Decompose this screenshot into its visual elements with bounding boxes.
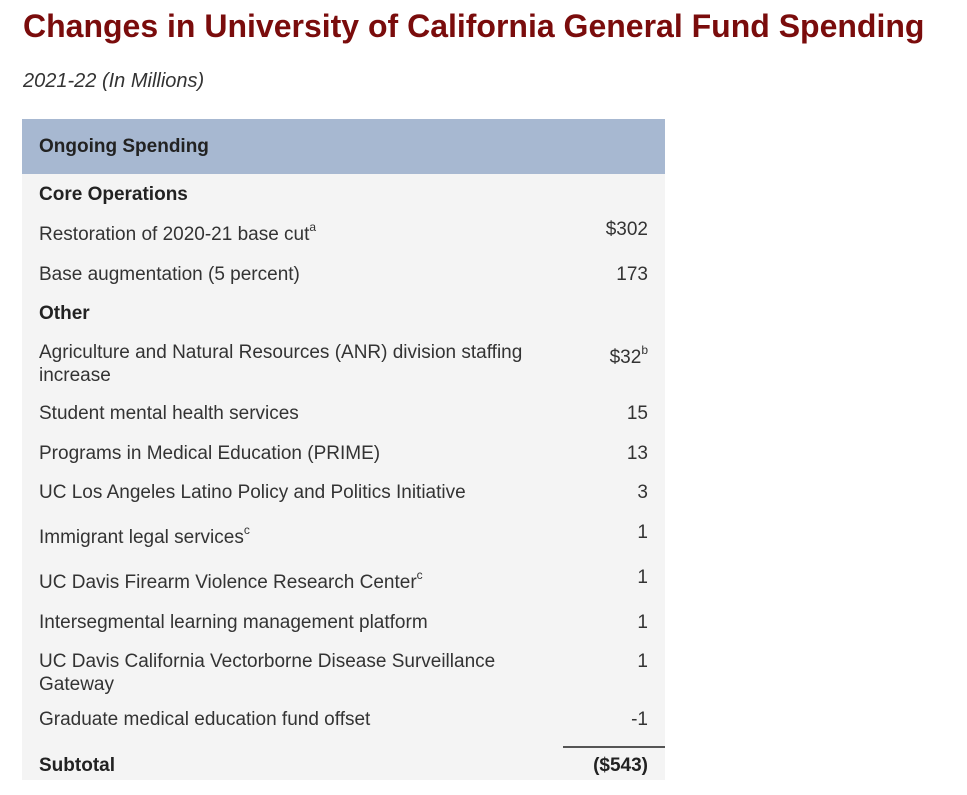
subtotal-value: ($543) (593, 755, 648, 776)
table-row: UC Los Angeles Latino Policy and Politic… (22, 478, 665, 518)
row-value: -1 (631, 709, 648, 730)
row-label: Immigrant legal servicesc (39, 522, 250, 548)
table-row: Graduate medical education fund offset -… (22, 708, 665, 746)
row-label: UC Davis California Vectorborne Disease … (39, 651, 496, 695)
table-row: Immigrant legal servicesc 1 (22, 518, 665, 563)
footnote-marker: b (641, 342, 648, 357)
footnote-marker: c (243, 522, 250, 537)
row-value: $302 (605, 219, 648, 240)
row-value: 173 (616, 264, 648, 285)
table-row: Base augmentation (5 percent) 173 (22, 259, 665, 299)
table-row: Programs in Medical Education (PRIME) 13 (22, 438, 665, 478)
table-row: UC Davis California Vectorborne Disease … (22, 646, 665, 708)
row-label: Intersegmental learning management platf… (39, 612, 428, 633)
footnote-marker: a (309, 219, 317, 234)
section-row-core-operations: Core Operations (22, 174, 665, 214)
row-value: 3 (637, 482, 648, 503)
subtotal-label: Subtotal (39, 755, 115, 776)
footnote-marker: c (416, 567, 423, 582)
row-label: Graduate medical education fund offset (39, 709, 371, 730)
row-label: Agriculture and Natural Resources (ANR) … (39, 342, 523, 386)
subtotal-row: Subtotal ($543) (22, 746, 665, 780)
row-label: Programs in Medical Education (PRIME) (39, 443, 381, 464)
row-label: Student mental health services (39, 403, 299, 424)
section-row-other: Other (22, 299, 665, 337)
table-row: Student mental health services 15 (22, 398, 665, 438)
row-value: 1 (637, 522, 648, 543)
row-label: UC Los Angeles Latino Policy and Politic… (39, 482, 466, 503)
table-row: Intersegmental learning management platf… (22, 608, 665, 646)
row-value: 1 (637, 567, 648, 588)
row-label: Restoration of 2020-21 base cuta (39, 219, 317, 245)
spending-table: Ongoing Spending Core Operations Restora… (22, 119, 665, 780)
row-value: 13 (626, 443, 648, 464)
row-label: UC Davis Firearm Violence Research Cente… (39, 567, 423, 593)
subtotal-divider (563, 746, 665, 748)
page-subtitle: 2021-22 (In Millions) (23, 70, 205, 92)
table-header: Ongoing Spending (22, 119, 665, 174)
page-title: Changes in University of California Gene… (23, 8, 925, 44)
section-label: Core Operations (39, 184, 188, 205)
table-row: Agriculture and Natural Resources (ANR) … (22, 337, 665, 398)
row-value: $32b (609, 342, 648, 368)
section-label: Other (39, 303, 90, 324)
row-label: Base augmentation (5 percent) (39, 264, 300, 285)
row-value: 1 (637, 651, 648, 672)
table-row: Restoration of 2020-21 base cuta $302 (22, 214, 665, 259)
row-value: 1 (637, 612, 648, 633)
row-value: 15 (626, 403, 648, 424)
table-row: UC Davis Firearm Violence Research Cente… (22, 563, 665, 608)
